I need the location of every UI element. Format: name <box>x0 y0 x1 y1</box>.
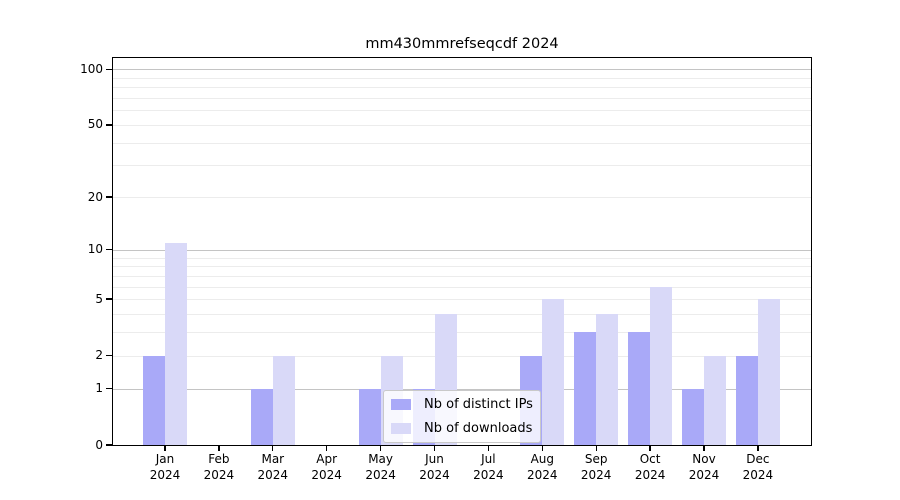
minor-gridline-20 <box>113 197 811 199</box>
bar-downloads-mar <box>272 355 295 445</box>
y-tick-label-5: 5 <box>95 291 103 306</box>
plot-area <box>113 58 811 445</box>
x-tick-label-aug: Aug 2024 <box>527 452 558 482</box>
bar-downloads-dec <box>757 299 780 445</box>
legend-entry-downloads: Nb of downloads <box>391 421 533 436</box>
minor-gridline-9 <box>113 257 811 259</box>
minor-gridline-8 <box>113 266 811 268</box>
legend-label-downloads: Nb of downloads <box>424 421 533 436</box>
x-tick-label-dec: Dec 2024 <box>742 452 774 482</box>
y-tick-label-50: 50 <box>87 117 103 132</box>
x-tick-jan <box>164 445 166 451</box>
bar-distinct-ips-sep <box>574 332 597 445</box>
legend-swatch-distinct-ips <box>391 399 411 410</box>
major-gridline-100 <box>113 69 811 71</box>
x-tick-label-nov: Nov 2024 <box>688 452 720 482</box>
x-tick-nov <box>703 445 705 451</box>
y-tick-label-1: 1 <box>95 381 103 396</box>
bar-downloads-sep <box>596 313 619 445</box>
bar-distinct-ips-nov <box>682 388 704 445</box>
x-tick-label-apr: Apr 2024 <box>311 452 342 482</box>
x-tick-label-jan: Jan 2024 <box>149 452 181 482</box>
x-tick-may <box>379 445 382 451</box>
minor-gridline-50 <box>113 124 811 126</box>
minor-gridline-5 <box>113 299 811 301</box>
y-tick-2 <box>106 354 113 357</box>
y-tick-100 <box>106 68 113 70</box>
bar-downloads-jan <box>165 242 187 445</box>
bar-downloads-aug <box>542 299 565 445</box>
y-tick-5 <box>106 298 113 300</box>
bar-distinct-ips-oct <box>628 332 651 445</box>
minor-gridline-90 <box>113 77 811 79</box>
x-tick-label-may: May 2024 <box>365 452 396 482</box>
x-tick-feb <box>218 445 220 451</box>
y-tick-0 <box>106 444 113 446</box>
y-tick-label-0: 0 <box>95 437 103 452</box>
y-tick-1 <box>106 387 113 390</box>
x-tick-label-sep: Sep 2024 <box>580 452 612 482</box>
legend-swatch-downloads <box>391 423 411 434</box>
minor-gridline-7 <box>113 275 811 277</box>
y-tick-20 <box>106 196 113 198</box>
minor-gridline-60 <box>113 110 811 112</box>
bar-distinct-ips-dec <box>735 355 758 445</box>
y-tick-label-2: 2 <box>95 348 103 363</box>
minor-gridline-70 <box>113 97 811 99</box>
bar-distinct-ips-mar <box>250 388 273 445</box>
x-tick-mar <box>272 445 274 451</box>
x-tick-sep <box>595 445 597 451</box>
y-tick-label-20: 20 <box>87 189 103 204</box>
x-tick-label-feb: Feb 2024 <box>203 452 235 482</box>
minor-gridline-80 <box>113 87 811 89</box>
bar-downloads-oct <box>650 286 673 445</box>
x-tick-jun <box>433 445 436 451</box>
legend-label-distinct-ips: Nb of distinct IPs <box>424 397 533 412</box>
bar-distinct-ips-jan <box>143 355 165 445</box>
x-tick-dec <box>757 445 759 451</box>
minor-gridline-3 <box>113 332 811 334</box>
x-tick-apr <box>326 445 328 451</box>
major-gridline-1 <box>113 388 811 390</box>
minor-gridline-40 <box>113 142 811 144</box>
y-tick-10 <box>106 249 113 251</box>
minor-gridline-30 <box>113 165 811 167</box>
x-tick-oct <box>649 445 651 451</box>
legend: Nb of distinct IPs Nb of downloads <box>383 390 541 443</box>
y-tick-50 <box>106 124 113 126</box>
bar-distinct-ips-may <box>358 388 381 445</box>
x-tick-aug <box>541 445 543 451</box>
major-gridline-10 <box>113 249 811 251</box>
x-tick-label-jun: Jun 2024 <box>419 452 450 482</box>
minor-gridline-4 <box>113 313 811 315</box>
x-tick-label-oct: Oct 2024 <box>634 452 666 482</box>
x-tick-jul <box>487 445 490 451</box>
chart-title: mm430mmrefseqcdf 2024 <box>365 36 559 52</box>
minor-gridline-2 <box>113 355 811 357</box>
y-tick-label-10: 10 <box>87 242 103 257</box>
minor-gridline-6 <box>113 286 811 288</box>
x-tick-label-jul: Jul 2024 <box>473 452 504 482</box>
x-tick-label-mar: Mar 2024 <box>257 452 289 482</box>
y-tick-label-100: 100 <box>80 61 103 76</box>
bar-downloads-nov <box>704 355 726 445</box>
legend-entry-distinct-ips: Nb of distinct IPs <box>391 397 533 412</box>
